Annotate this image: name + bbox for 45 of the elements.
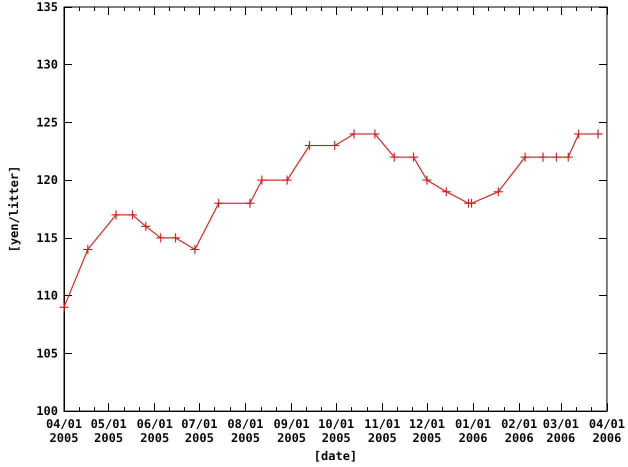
point bbox=[422, 176, 432, 185]
point bbox=[171, 233, 180, 242]
y-tick-label: 120 bbox=[36, 173, 58, 188]
y-tick-label: 105 bbox=[36, 346, 58, 360]
y-tick-label: 100 bbox=[36, 404, 58, 418]
point bbox=[520, 152, 530, 162]
x-tick-label: 12/01 2005 bbox=[408, 417, 446, 446]
point bbox=[214, 198, 224, 208]
point bbox=[538, 152, 548, 162]
point bbox=[467, 198, 476, 208]
point bbox=[156, 233, 166, 242]
point bbox=[83, 244, 92, 254]
y-tick-label: 110 bbox=[36, 288, 58, 303]
y-axis-title: [yen/litter] bbox=[7, 166, 21, 252]
point bbox=[552, 152, 561, 162]
point bbox=[141, 222, 150, 231]
x-tick-label: 08/01 2005 bbox=[227, 417, 264, 446]
point bbox=[60, 302, 68, 312]
x-tick-label: 06/01 2005 bbox=[136, 417, 173, 446]
x-tick-label: 04/01 2006 bbox=[588, 417, 625, 446]
x-tick-label: 04/01 2005 bbox=[46, 417, 82, 446]
y-tick-label: 130 bbox=[36, 58, 58, 72]
point bbox=[409, 152, 418, 162]
x-tick-label: 02/01 2006 bbox=[501, 417, 538, 446]
point bbox=[442, 187, 451, 196]
point bbox=[190, 244, 200, 254]
x-tick-label: 01/01 2006 bbox=[455, 417, 492, 446]
point bbox=[257, 176, 266, 185]
x-tick-label: 07/01 2005 bbox=[181, 417, 218, 446]
x-tick-label: 11/01 2005 bbox=[364, 417, 400, 446]
x-tick-label: 09/01 2005 bbox=[274, 417, 310, 446]
point bbox=[494, 187, 503, 196]
point bbox=[390, 152, 399, 162]
point bbox=[112, 210, 121, 220]
point bbox=[245, 198, 254, 208]
y-tick-label: 115 bbox=[36, 230, 58, 245]
point bbox=[282, 176, 292, 185]
point bbox=[128, 210, 137, 220]
point bbox=[564, 152, 573, 162]
x-tick-label: 10/01 2005 bbox=[318, 417, 354, 446]
x-axis-title: [date] bbox=[314, 449, 358, 463]
y-tick-label: 125 bbox=[36, 115, 58, 130]
x-tick-label: 03/01 2006 bbox=[542, 417, 579, 446]
x-tick-label: 05/01 2005 bbox=[90, 417, 127, 446]
y-tick-label: 135 bbox=[36, 0, 58, 14]
